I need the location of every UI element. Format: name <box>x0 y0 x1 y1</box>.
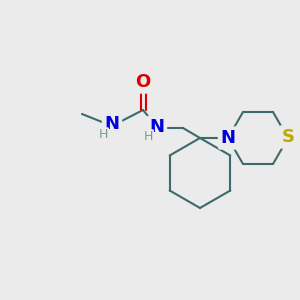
Text: H: H <box>143 130 153 143</box>
Text: N: N <box>149 118 164 136</box>
Text: N: N <box>104 115 119 133</box>
Text: H: H <box>98 128 108 142</box>
Text: S: S <box>281 128 295 146</box>
Text: O: O <box>135 73 151 91</box>
Text: N: N <box>220 129 236 147</box>
